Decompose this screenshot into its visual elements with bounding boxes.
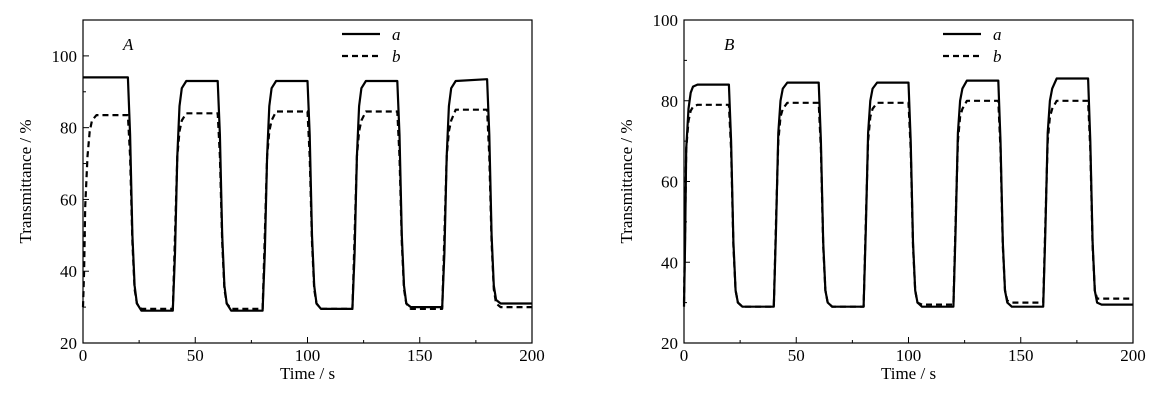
x-tick-label: 150	[1008, 346, 1034, 365]
y-tick-label: 40	[661, 253, 678, 272]
y-tick-label: 20	[60, 334, 77, 353]
y-axis-label: Transmittance / %	[617, 119, 636, 243]
x-tick-label: 200	[519, 346, 545, 365]
x-tick-label: 150	[407, 346, 433, 365]
series-line-b	[682, 99, 1133, 308]
x-tick-label: 100	[896, 346, 922, 365]
y-tick-label: 60	[60, 190, 77, 209]
panel-label: A	[122, 35, 134, 54]
x-axis-label: Time / s	[881, 364, 936, 383]
legend-label-a: a	[993, 25, 1002, 44]
x-tick-label: 200	[1120, 346, 1146, 365]
legend-label-a: a	[392, 25, 401, 44]
y-tick-label: 60	[661, 173, 678, 192]
panel-label: B	[724, 35, 735, 54]
y-tick-label: 40	[60, 262, 77, 281]
x-tick-label: 50	[187, 346, 204, 365]
y-tick-label: 80	[661, 92, 678, 111]
y-axis-label: Transmittance / %	[16, 119, 35, 243]
legend-label-b: b	[392, 47, 401, 66]
y-tick-label: 100	[653, 11, 679, 30]
x-tick-label: 100	[295, 346, 321, 365]
y-tick-label: 20	[661, 334, 678, 353]
plot-frame	[683, 19, 1134, 344]
x-tick-label: 50	[788, 346, 805, 365]
y-tick-label: 100	[52, 47, 78, 66]
x-axis-label: Time / s	[280, 364, 335, 383]
series-line-b	[81, 108, 532, 310]
legend-label-b: b	[993, 47, 1002, 66]
plot-frame	[82, 19, 533, 344]
y-tick-label: 80	[60, 119, 77, 138]
x-tick-label: 0	[680, 346, 689, 365]
x-tick-label: 0	[79, 346, 88, 365]
